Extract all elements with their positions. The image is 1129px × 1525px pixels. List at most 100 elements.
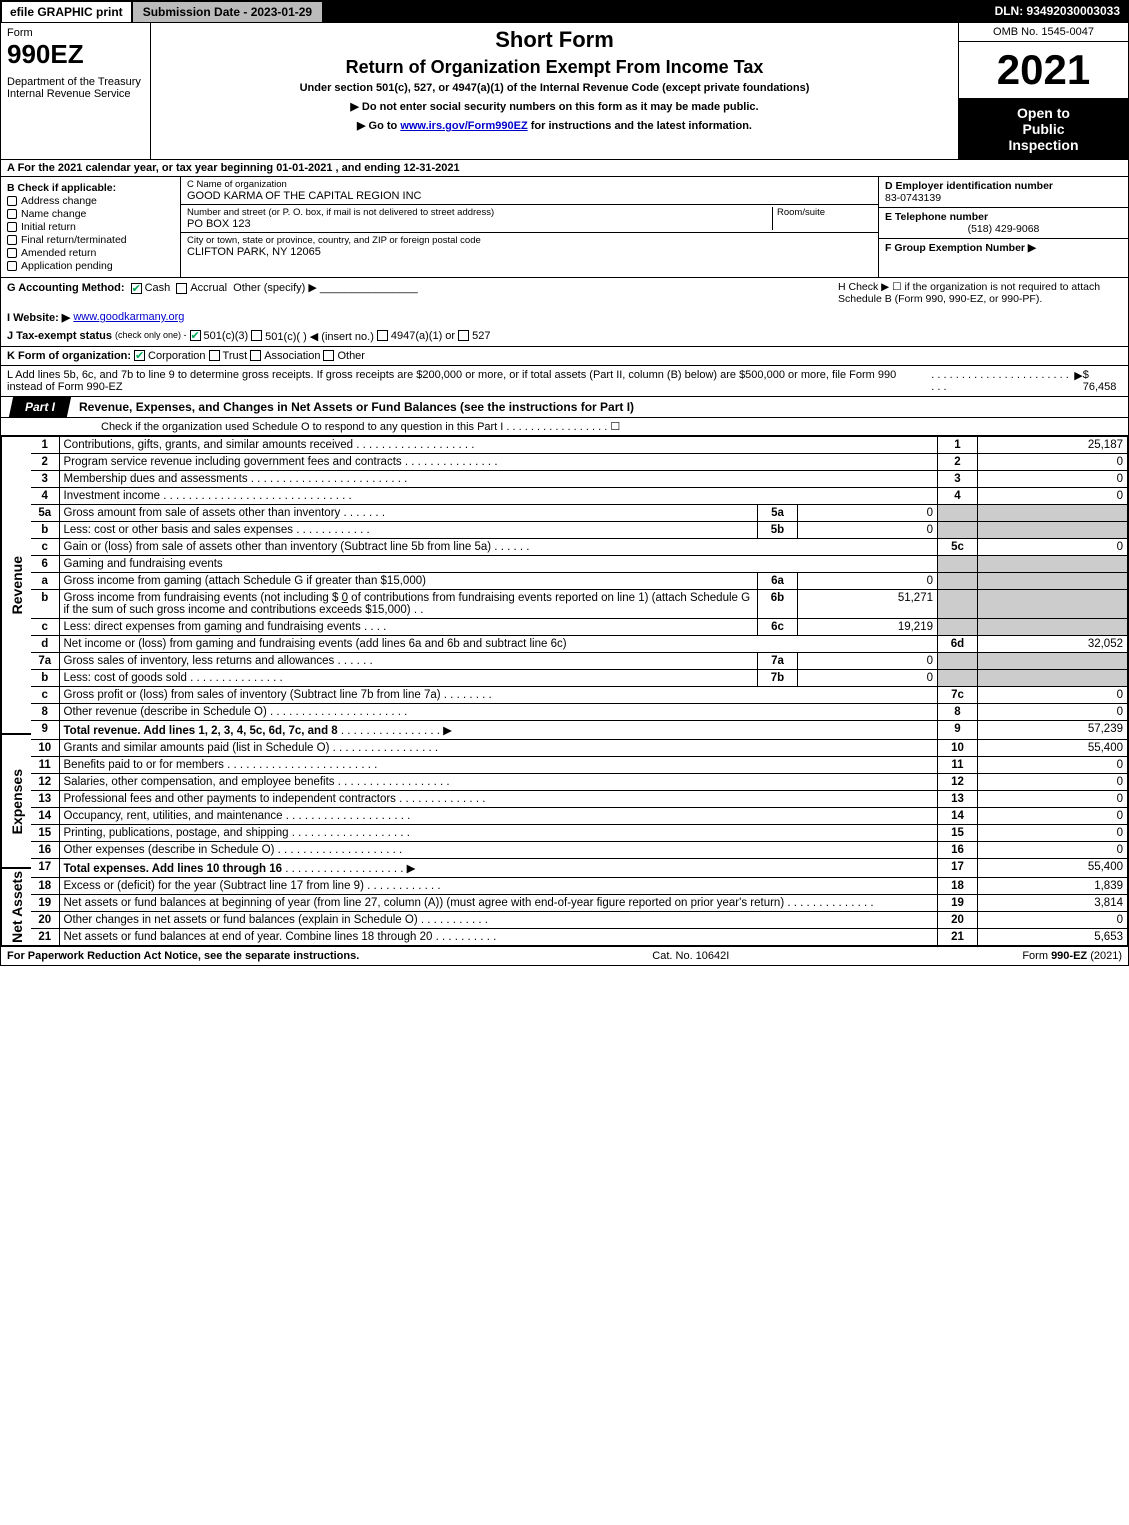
section-h: H Check ▶ ☐ if the organization is not r…: [832, 281, 1122, 305]
irs-link[interactable]: www.irs.gov/Form990EZ: [400, 120, 527, 132]
section-def: D Employer identification number 83-0743…: [878, 177, 1128, 277]
line-5a-value: 0: [798, 505, 938, 522]
checkbox-corporation[interactable]: [134, 350, 145, 361]
line-19: 19Net assets or fund balances at beginni…: [31, 895, 1128, 912]
line-11-amount: 0: [978, 757, 1128, 774]
expenses-side-label: Expenses: [9, 769, 25, 834]
form-header: Form 990EZ Department of the Treasury In…: [1, 23, 1128, 160]
form-subtitle: Return of Organization Exempt From Incom…: [155, 57, 954, 78]
form-word: Form: [7, 27, 144, 39]
checkbox-final-return[interactable]: [7, 235, 17, 245]
line-4: 4Investment income . . . . . . . . . . .…: [31, 488, 1128, 505]
line-10-amount: 55,400: [978, 740, 1128, 757]
line-6d: dNet income or (loss) from gaming and fu…: [31, 636, 1128, 653]
line-21: 21Net assets or fund balances at end of …: [31, 929, 1128, 946]
top-bar: efile GRAPHIC print Submission Date - 20…: [1, 1, 1128, 23]
accounting-method-label: G Accounting Method:: [7, 282, 125, 294]
section-a: A For the 2021 calendar year, or tax yea…: [1, 160, 1128, 177]
line-16: 16Other expenses (describe in Schedule O…: [31, 842, 1128, 859]
checkbox-cash[interactable]: [131, 283, 142, 294]
org-name-label: C Name of organization: [187, 179, 872, 190]
group-exemption-label: F Group Exemption Number ▶: [885, 242, 1036, 254]
checkbox-4947a1[interactable]: [377, 330, 388, 341]
checkbox-initial-return[interactable]: [7, 222, 17, 232]
line-7c-amount: 0: [978, 687, 1128, 704]
dln-number: DLN: 93492030003033: [987, 1, 1128, 23]
section-c: C Name of organization GOOD KARMA OF THE…: [181, 177, 878, 277]
ein-value: 83-0743139: [885, 192, 1122, 204]
line-10: 10Grants and similar amounts paid (list …: [31, 740, 1128, 757]
line-13: 13Professional fees and other payments t…: [31, 791, 1128, 808]
line-20: 20Other changes in net assets or fund ba…: [31, 912, 1128, 929]
line-2-amount: 0: [978, 454, 1128, 471]
checkbox-trust[interactable]: [209, 350, 220, 361]
section-b: B Check if applicable: Address change Na…: [1, 177, 181, 277]
line-18-amount: 1,839: [978, 878, 1128, 895]
ein-label: D Employer identification number: [885, 180, 1053, 192]
part-1-title: Revenue, Expenses, and Changes in Net As…: [69, 400, 634, 414]
checkbox-association[interactable]: [250, 350, 261, 361]
line-6c-value: 19,219: [798, 619, 938, 636]
checkbox-amended-return[interactable]: [7, 248, 17, 258]
irs-label: Internal Revenue Service: [7, 88, 144, 100]
address-label: Number and street (or P. O. box, if mail…: [187, 207, 772, 218]
line-14: 14Occupancy, rent, utilities, and mainte…: [31, 808, 1128, 825]
line-5b-value: 0: [798, 522, 938, 539]
line-9: 9Total revenue. Add lines 1, 2, 3, 4, 5c…: [31, 721, 1128, 740]
section-l: L Add lines 5b, 6c, and 7b to line 9 to …: [1, 366, 1128, 396]
city-label: City or town, state or province, country…: [187, 235, 872, 246]
instruction-goto: ▶ Go to www.irs.gov/Form990EZ for instru…: [155, 119, 954, 132]
line-17-amount: 55,400: [978, 859, 1128, 878]
checkbox-501c[interactable]: [251, 330, 262, 341]
checkbox-address-change[interactable]: [7, 196, 17, 206]
phone-label: E Telephone number: [885, 211, 988, 223]
line-3: 3Membership dues and assessments . . . .…: [31, 471, 1128, 488]
checkbox-name-change[interactable]: [7, 209, 17, 219]
line-6a-value: 0: [798, 573, 938, 590]
phone-value: (518) 429-9068: [885, 223, 1122, 235]
line-15-amount: 0: [978, 825, 1128, 842]
under-section-text: Under section 501(c), 527, or 4947(a)(1)…: [155, 82, 954, 94]
checkbox-501c3[interactable]: [190, 330, 201, 341]
section-k: K Form of organization: Corporation Trus…: [1, 347, 1128, 366]
org-name: GOOD KARMA OF THE CAPITAL REGION INC: [187, 190, 872, 202]
line-9-amount: 57,239: [978, 721, 1128, 740]
line-5b: bLess: cost or other basis and sales exp…: [31, 522, 1128, 539]
line-6d-amount: 32,052: [978, 636, 1128, 653]
checkbox-527[interactable]: [458, 330, 469, 341]
form-page: efile GRAPHIC print Submission Date - 20…: [0, 0, 1129, 966]
line-5c-amount: 0: [978, 539, 1128, 556]
efile-print-button[interactable]: efile GRAPHIC print: [1, 1, 132, 23]
form-number: 990EZ: [7, 39, 144, 70]
page-footer: For Paperwork Reduction Act Notice, see …: [1, 946, 1128, 965]
checkbox-other-org[interactable]: [323, 350, 334, 361]
line-8-amount: 0: [978, 704, 1128, 721]
line-21-amount: 5,653: [978, 929, 1128, 946]
dept-treasury: Department of the Treasury: [7, 76, 144, 88]
part-1-schedule-o-check: Check if the organization used Schedule …: [1, 418, 1128, 436]
address-value: PO BOX 123: [187, 218, 772, 230]
tax-year: 2021: [959, 42, 1128, 99]
line-11: 11Benefits paid to or for members . . . …: [31, 757, 1128, 774]
line-8: 8Other revenue (describe in Schedule O) …: [31, 704, 1128, 721]
line-3-amount: 0: [978, 471, 1128, 488]
line-6a: aGross income from gaming (attach Schedu…: [31, 573, 1128, 590]
line-12-amount: 0: [978, 774, 1128, 791]
line-7c: cGross profit or (loss) from sales of in…: [31, 687, 1128, 704]
line-15: 15Printing, publications, postage, and s…: [31, 825, 1128, 842]
line-12: 12Salaries, other compensation, and empl…: [31, 774, 1128, 791]
website-link[interactable]: www.goodkarmany.org: [73, 311, 184, 324]
line-7b: bLess: cost of goods sold . . . . . . . …: [31, 670, 1128, 687]
line-6b: bGross income from fundraising events (n…: [31, 590, 1128, 619]
open-to-public: Open to Public Inspection: [959, 99, 1128, 159]
checkbox-accrual[interactable]: [176, 283, 187, 294]
form-ref: Form 990-EZ (2021): [1022, 950, 1122, 962]
checkbox-application-pending[interactable]: [7, 261, 17, 271]
revenue-side-label: Revenue: [9, 556, 25, 614]
line-1: 1Contributions, gifts, grants, and simil…: [31, 437, 1128, 454]
line-7a: 7aGross sales of inventory, less returns…: [31, 653, 1128, 670]
section-j: J Tax-exempt status (check only one) - 5…: [1, 327, 1128, 347]
section-gh: G Accounting Method: Cash Accrual Other …: [1, 278, 1128, 308]
cat-number: Cat. No. 10642I: [652, 950, 729, 962]
line-14-amount: 0: [978, 808, 1128, 825]
